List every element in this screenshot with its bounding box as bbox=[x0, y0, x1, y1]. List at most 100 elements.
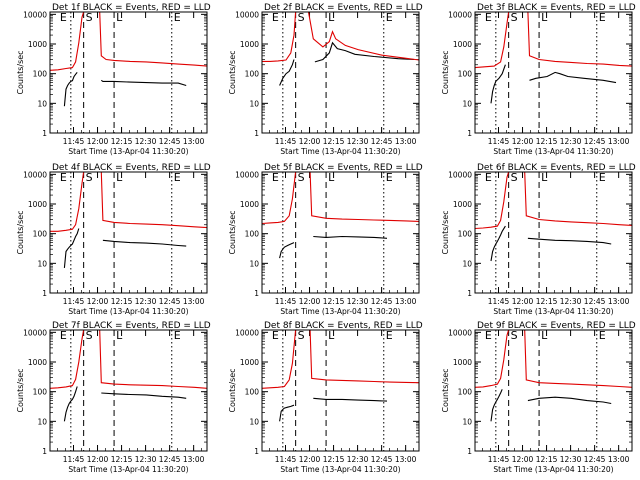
panel-title: Det 2f BLACK = Events, RED = LLD bbox=[264, 3, 423, 13]
x-tick-label: 13:00 bbox=[608, 297, 630, 306]
marker-label: S bbox=[511, 11, 518, 24]
x-tick-label: 12:30 bbox=[347, 455, 369, 464]
x-axis-label: Start Time (13-Apr-04 11:30:20) bbox=[493, 307, 613, 316]
plot-frame bbox=[261, 329, 420, 452]
y-tick-label: 100 bbox=[33, 388, 48, 397]
x-tick-label: 12:00 bbox=[299, 455, 321, 464]
y-tick-label: 100 bbox=[245, 230, 260, 239]
y-tick-label: 10 bbox=[249, 259, 259, 268]
marker-label: E bbox=[60, 11, 67, 24]
x-tick-label: 12:00 bbox=[87, 455, 109, 464]
x-tick-label: 11:45 bbox=[275, 297, 297, 306]
x-tick-label: 11:45 bbox=[488, 137, 510, 146]
panel-2: Det 2f BLACK = Events, RED = LLD 1 10 100 10… bbox=[228, 3, 423, 156]
plot-frame bbox=[49, 171, 208, 294]
marker-label: L bbox=[328, 11, 335, 24]
y-tick-label: 10 bbox=[462, 259, 472, 268]
series-group bbox=[262, 12, 419, 86]
y-tick-label: 1 bbox=[42, 447, 47, 456]
y-tick-label: 1000 bbox=[240, 40, 259, 49]
marker-label: E bbox=[174, 329, 181, 342]
series-line-lld-post bbox=[99, 12, 207, 67]
y-tick-label: 1000 bbox=[240, 358, 259, 367]
series-line-events-post bbox=[313, 235, 388, 239]
x-tick-label: 13:00 bbox=[183, 455, 205, 464]
x-tick-label: 13:00 bbox=[183, 137, 205, 146]
y-tick-label: 1 bbox=[254, 447, 259, 456]
marker-label: E bbox=[599, 171, 606, 184]
x-tick-label: 12:30 bbox=[560, 297, 582, 306]
x-tick-label: 12:00 bbox=[299, 137, 321, 146]
x-axis-label: Start Time (13-Apr-04 11:30:20) bbox=[280, 147, 400, 156]
x-tick-label: 12:45 bbox=[371, 455, 393, 464]
series-line-lld-pre bbox=[475, 172, 510, 230]
marker-label: S bbox=[86, 11, 93, 24]
y-tick-label: 100 bbox=[245, 388, 260, 397]
y-tick-label: 100 bbox=[33, 70, 48, 79]
x-axis-label: Start Time (13-Apr-04 11:30:20) bbox=[493, 465, 613, 474]
x-tick-label: 12:15 bbox=[323, 137, 345, 146]
series-group bbox=[262, 172, 419, 259]
x-tick-label: 12:45 bbox=[371, 137, 393, 146]
panel-9: Det 9f BLACK = Events, RED = LLD 1 10 100 10… bbox=[441, 321, 636, 474]
marker-label: L bbox=[541, 11, 548, 24]
x-tick-label: 12:45 bbox=[584, 137, 606, 146]
x-tick-label: 12:15 bbox=[111, 455, 133, 464]
x-tick-label: 11:45 bbox=[275, 137, 297, 146]
x-tick-label: 12:15 bbox=[111, 297, 133, 306]
panel-1: Det 1f BLACK = Events, RED = LLD 1 10 100 10… bbox=[16, 3, 211, 156]
x-tick-label: 12:00 bbox=[87, 137, 109, 146]
x-tick-label: 12:30 bbox=[560, 455, 582, 464]
x-tick-label: 12:15 bbox=[323, 455, 345, 464]
y-tick-label: 1 bbox=[254, 129, 259, 138]
x-tick-label: 12:45 bbox=[584, 297, 606, 306]
y-axis-label: Counts/sec bbox=[16, 368, 25, 412]
x-tick-label: 12:15 bbox=[536, 137, 558, 146]
marker-label: E bbox=[272, 11, 279, 24]
x-tick-label: 12:45 bbox=[371, 297, 393, 306]
x-axis-label: Start Time (13-Apr-04 11:30:20) bbox=[280, 307, 400, 316]
series-line-events-pre bbox=[63, 386, 78, 422]
marker-label: E bbox=[599, 329, 606, 342]
panel-title: Det 8f BLACK = Events, RED = LLD bbox=[264, 321, 423, 331]
marker-label: E bbox=[174, 11, 181, 24]
plot-frame bbox=[49, 329, 208, 452]
y-tick-label: 1000 bbox=[28, 200, 47, 209]
series-line-events-post bbox=[102, 239, 187, 247]
panel-title: Det 6f BLACK = Events, RED = LLD bbox=[477, 163, 636, 173]
y-axis-label: Counts/sec bbox=[441, 210, 450, 254]
y-tick-label: 10 bbox=[249, 417, 259, 426]
x-tick-label: 11:45 bbox=[63, 455, 85, 464]
x-tick-label: 12:45 bbox=[159, 297, 181, 306]
series-line-lld-post bbox=[307, 12, 419, 61]
marker-label: E bbox=[386, 11, 393, 24]
y-axis-label: Counts/sec bbox=[228, 50, 237, 94]
series-line-lld-post bbox=[99, 330, 207, 389]
marker-label: L bbox=[541, 171, 548, 184]
y-tick-label: 100 bbox=[458, 70, 473, 79]
y-tick-label: 1 bbox=[467, 289, 472, 298]
marker-label: S bbox=[86, 171, 93, 184]
y-tick-label: 1000 bbox=[240, 200, 259, 209]
x-tick-label: 13:00 bbox=[608, 137, 630, 146]
panel-3: Det 3f BLACK = Events, RED = LLD 1 10 100 10… bbox=[441, 3, 636, 156]
series-line-events-pre bbox=[279, 242, 295, 259]
series-group bbox=[475, 330, 632, 422]
panel-8: Det 8f BLACK = Events, RED = LLD 1 10 100 10… bbox=[228, 321, 423, 474]
y-tick-label: 100 bbox=[458, 388, 473, 397]
series-group bbox=[475, 12, 632, 104]
y-tick-label: 10 bbox=[462, 99, 472, 108]
series-line-events-pre bbox=[63, 72, 78, 107]
marker-label: E bbox=[485, 171, 492, 184]
y-tick-label: 10000 bbox=[23, 328, 47, 337]
marker-label: E bbox=[599, 11, 606, 24]
marker-label: S bbox=[298, 171, 305, 184]
panel-title: Det 7f BLACK = Events, RED = LLD bbox=[52, 321, 211, 331]
x-tick-label: 13:00 bbox=[183, 297, 205, 306]
series-group bbox=[50, 330, 207, 422]
marker-label: S bbox=[511, 171, 518, 184]
marker-label: L bbox=[116, 11, 123, 24]
panel-title: Det 5f BLACK = Events, RED = LLD bbox=[264, 163, 423, 173]
series-group bbox=[50, 172, 207, 268]
x-tick-label: 12:30 bbox=[135, 455, 157, 464]
